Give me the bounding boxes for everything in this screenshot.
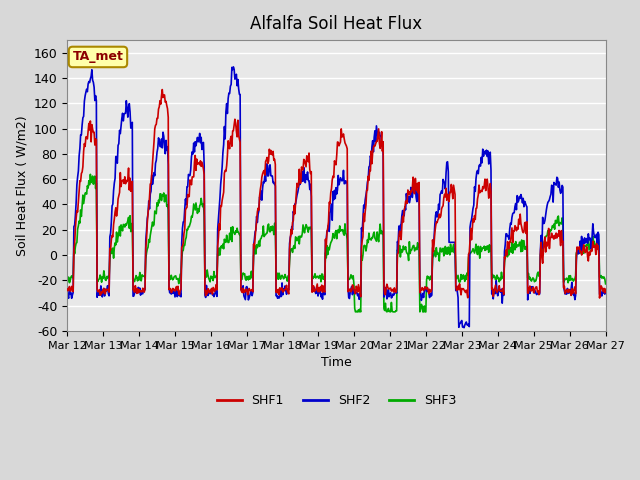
SHF1: [602, 286, 609, 292]
SHF1: [419, 285, 426, 290]
SHF1: [63, 286, 71, 292]
SHF3: [351, 309, 359, 315]
SHF2: [63, 289, 71, 295]
SHF3: [73, 240, 81, 245]
Title: Alfalfa Soil Heat Flux: Alfalfa Soil Heat Flux: [250, 15, 422, 33]
Legend: SHF1, SHF2, SHF3: SHF1, SHF2, SHF3: [212, 389, 461, 412]
SHF1: [73, 208, 81, 214]
SHF1: [596, 295, 604, 301]
SHF3: [403, 251, 411, 256]
SHF2: [419, 294, 426, 300]
SHF3: [184, 227, 191, 233]
SHF2: [602, 289, 609, 295]
SHF2: [183, 184, 191, 190]
Text: TA_met: TA_met: [72, 50, 124, 63]
SHF1: [403, 198, 410, 204]
SHF2: [73, 182, 81, 188]
Y-axis label: Soil Heat Flux ( W/m2): Soil Heat Flux ( W/m2): [15, 115, 28, 256]
SHF2: [212, 288, 220, 294]
X-axis label: Time: Time: [321, 356, 352, 369]
SHF3: [419, 309, 427, 315]
SHF3: [212, 273, 220, 279]
SHF1: [129, 179, 136, 184]
SHF2: [230, 64, 237, 70]
SHF2: [460, 325, 468, 331]
Line: SHF3: SHF3: [67, 174, 605, 312]
SHF3: [86, 171, 94, 177]
SHF1: [159, 87, 166, 93]
Line: SHF2: SHF2: [67, 67, 605, 328]
Line: SHF1: SHF1: [67, 90, 605, 298]
SHF3: [129, 275, 137, 281]
SHF1: [184, 192, 191, 197]
SHF1: [212, 282, 220, 288]
SHF2: [129, 120, 136, 125]
SHF2: [403, 191, 410, 196]
SHF3: [63, 273, 71, 278]
SHF3: [602, 281, 609, 287]
